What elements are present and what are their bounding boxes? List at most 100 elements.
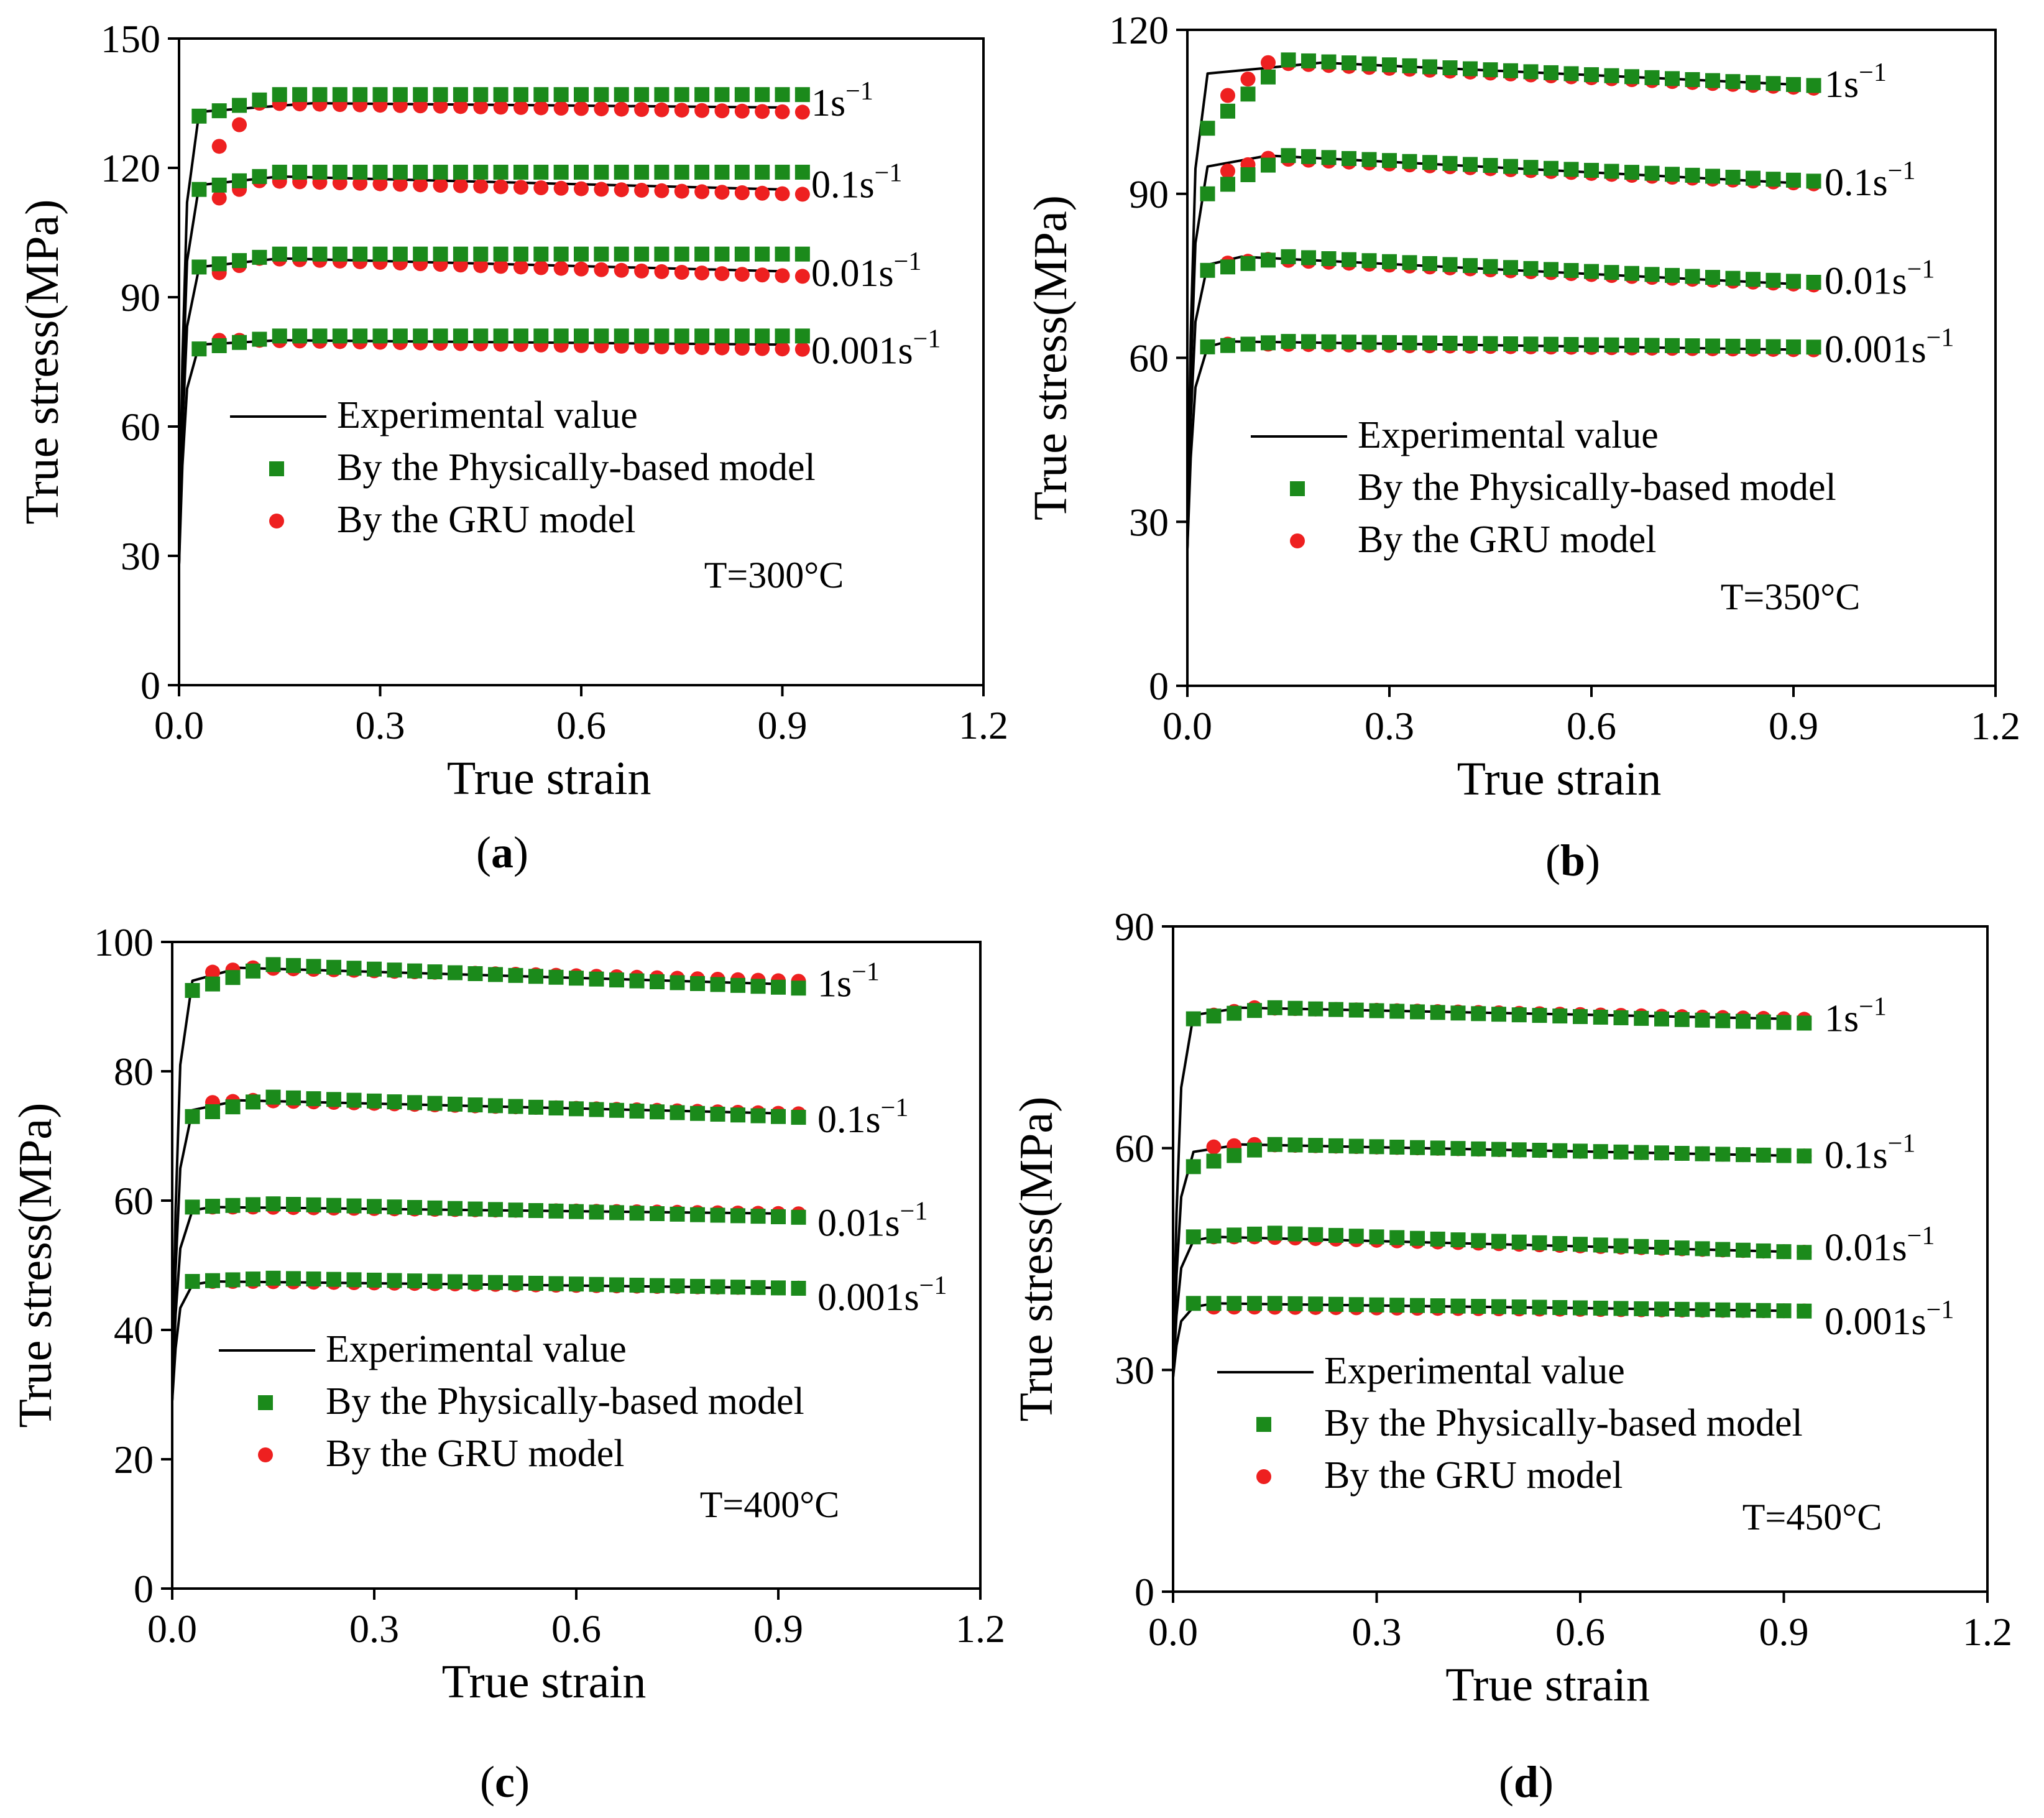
physical-point (1736, 1242, 1751, 1258)
physical-point (1261, 69, 1276, 85)
strain-rate-label: 1s−1 (811, 77, 873, 124)
physical-point (292, 246, 308, 262)
physical-point (1247, 1142, 1262, 1158)
y-tick-label: 80 (114, 1050, 154, 1094)
physical-point (710, 1207, 725, 1223)
physical-point (1342, 252, 1356, 267)
physical-point (346, 1272, 362, 1288)
physical-point (574, 328, 589, 344)
gru-point (694, 103, 710, 118)
physical-point (654, 328, 670, 344)
physical-point (488, 1202, 503, 1217)
gru-point (674, 339, 689, 355)
physical-point (1644, 338, 1660, 353)
physical-point (1287, 1000, 1303, 1016)
strain-rate-label: 0.01s−1 (811, 247, 921, 295)
gru-point (794, 341, 810, 357)
physical-point (1654, 1301, 1669, 1317)
physical-point (674, 328, 689, 344)
physical-point (427, 964, 443, 980)
physical-point (1410, 1230, 1425, 1246)
physical-point (1430, 1231, 1445, 1247)
physical-point (1552, 1143, 1568, 1158)
x-tick-label: 0.0 (1148, 1610, 1198, 1654)
y-axis-title: True stress(MPa) (9, 1103, 62, 1428)
physical-point (1695, 1146, 1710, 1161)
physical-point (1301, 250, 1316, 265)
physical-point (1604, 337, 1619, 353)
physical-point (1765, 76, 1781, 91)
physical-point (670, 1105, 685, 1120)
physical-point (1328, 1296, 1343, 1312)
physical-point (614, 87, 629, 103)
physical-point (528, 1099, 543, 1115)
physical-point (306, 1271, 321, 1287)
gru-point (1206, 1139, 1222, 1155)
physical-point (232, 173, 247, 188)
physical-point (734, 246, 750, 262)
physical-point (533, 164, 549, 180)
physical-point (211, 177, 227, 193)
strain-rate-label: 1s−1 (817, 958, 880, 1005)
physical-point (794, 164, 810, 180)
physical-point (1471, 1006, 1486, 1022)
physical-point (346, 1092, 362, 1108)
physical-point (433, 87, 448, 103)
gru-point (634, 263, 650, 279)
gru-point (493, 179, 509, 195)
physical-point (1806, 339, 1821, 355)
gru-point (232, 117, 247, 132)
gru-point (553, 180, 569, 196)
gru-point (1220, 88, 1235, 103)
physical-point (1450, 1298, 1466, 1314)
series-points (1185, 1225, 1812, 1260)
gru-point (674, 103, 689, 118)
physical-point (1220, 103, 1235, 119)
physical-point (1624, 69, 1639, 85)
strain-rate-label: 0.1s−1 (817, 1094, 908, 1141)
physical-point (427, 1273, 443, 1289)
physical-point (791, 1110, 806, 1125)
physical-point (730, 1280, 745, 1295)
physical-point (1665, 267, 1680, 283)
panel-a: 0.0 0.3 0.6 0.9 1.2 0 30 60 90 120 150 True strain T… (16, 17, 1008, 877)
gru-point (493, 259, 509, 274)
physical-point (755, 164, 770, 180)
gru-point (553, 101, 569, 116)
physical-point (433, 164, 448, 180)
gru-point (433, 98, 448, 114)
physical-point (690, 1207, 705, 1222)
x-axis-title: True strain (1457, 753, 1662, 805)
physical-point (1348, 1138, 1364, 1154)
physical-point (1185, 1296, 1201, 1311)
physical-point (1442, 335, 1458, 351)
physical-point (1261, 335, 1276, 351)
physical-point (1450, 1232, 1466, 1248)
physical-point (1321, 150, 1337, 165)
physical-point (1797, 1148, 1812, 1164)
physical-point (734, 164, 750, 180)
physical-point (367, 961, 382, 977)
physical-point (1342, 55, 1356, 71)
physical-point (1511, 1234, 1527, 1250)
physical-point (569, 1204, 584, 1219)
physical-point (326, 1092, 341, 1107)
physical-point (1786, 274, 1801, 289)
physical-point (448, 1096, 463, 1112)
physical-point (1756, 1243, 1771, 1258)
physical-point (467, 1275, 483, 1290)
physical-point (1261, 252, 1276, 268)
physical-point (1563, 337, 1579, 353)
physical-point (1267, 1225, 1282, 1241)
physical-point (1471, 1299, 1486, 1314)
physical-point (1483, 336, 1498, 351)
x-tick-label: 0.6 (551, 1607, 601, 1651)
series-points (185, 1089, 806, 1125)
physical-point (413, 246, 428, 262)
legend-square-swatch (258, 1395, 273, 1410)
physical-point (714, 246, 730, 262)
physical-point (1511, 1142, 1527, 1158)
gru-point (413, 98, 428, 114)
y-tick-label: 30 (121, 534, 160, 578)
physical-point (730, 1107, 745, 1123)
